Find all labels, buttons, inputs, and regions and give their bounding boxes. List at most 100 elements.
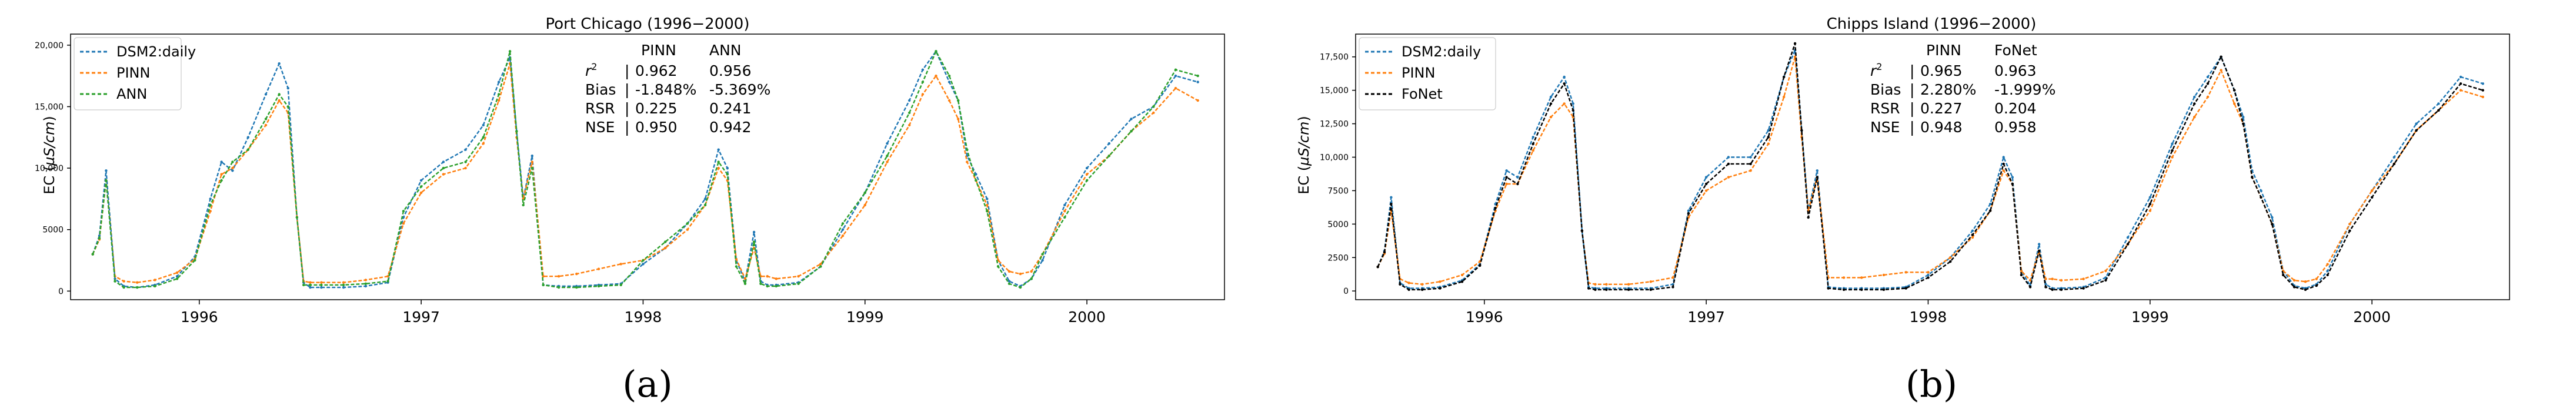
data-point xyxy=(921,81,925,83)
data-point xyxy=(717,148,720,151)
y-tick-label: 15,000 xyxy=(35,102,64,112)
stats-metric-nse: NSE xyxy=(585,119,615,136)
data-point xyxy=(1479,264,1481,267)
data-point xyxy=(2415,122,2418,125)
data-point xyxy=(1390,203,1393,206)
data-point xyxy=(752,230,756,234)
data-point xyxy=(1407,288,1410,291)
data-point xyxy=(1030,277,1033,280)
data-point xyxy=(2002,169,2005,172)
stats-header-model-2: FoNet xyxy=(1994,42,2037,59)
data-point xyxy=(419,185,423,188)
data-point xyxy=(1196,81,1199,83)
data-point xyxy=(1793,42,1797,45)
stats-separator: | xyxy=(625,62,629,79)
data-point xyxy=(1807,216,1810,219)
data-point xyxy=(1571,109,1574,112)
stats-value-rsr-model-2: 0.204 xyxy=(1994,100,2037,117)
data-point xyxy=(1152,111,1155,115)
data-point xyxy=(1505,176,1508,179)
data-point xyxy=(482,136,485,139)
data-point xyxy=(1949,256,1952,259)
data-point xyxy=(1085,179,1089,182)
data-point xyxy=(136,281,139,284)
data-point xyxy=(597,284,600,288)
data-point xyxy=(863,191,867,195)
data-point xyxy=(619,283,622,287)
y-tick-label: 12,500 xyxy=(1320,120,1349,129)
data-point xyxy=(2148,203,2151,206)
stats-value-r2-model-1: 0.965 xyxy=(1920,62,1963,79)
figure-caption-b: (b) xyxy=(1906,363,1957,405)
data-point xyxy=(1439,280,1442,283)
data-point xyxy=(957,99,960,102)
data-point xyxy=(2082,287,2085,290)
data-point xyxy=(664,246,667,250)
data-point xyxy=(2326,263,2329,266)
data-point xyxy=(1152,105,1155,108)
data-point xyxy=(442,173,445,176)
data-point xyxy=(2171,142,2174,145)
data-point xyxy=(2459,82,2462,85)
data-point xyxy=(295,216,299,219)
data-point xyxy=(530,166,533,170)
stats-value-nse-model-2: 0.958 xyxy=(1994,119,2037,136)
data-point xyxy=(419,191,423,195)
data-point xyxy=(2044,277,2047,280)
data-point xyxy=(320,283,323,287)
stats-header-model-1: PINN xyxy=(641,42,676,59)
stats-metric-bias: Bias xyxy=(1870,81,1901,98)
data-point xyxy=(1605,288,1608,291)
data-point xyxy=(1399,283,1402,286)
data-point xyxy=(886,142,889,145)
stats-metric-nse: NSE xyxy=(1870,119,1900,136)
y-tick-label: 2500 xyxy=(1327,253,1349,263)
data-point xyxy=(797,282,800,285)
data-point xyxy=(231,169,234,172)
data-point xyxy=(1767,129,1770,132)
data-point xyxy=(1019,272,1022,276)
x-tick-label: 1999 xyxy=(2131,309,2169,326)
data-point xyxy=(2060,288,2063,291)
data-point xyxy=(278,93,281,96)
legend: DSM2:daily PINN ANN xyxy=(74,37,196,110)
data-point xyxy=(766,284,769,288)
data-point xyxy=(286,86,289,90)
data-point xyxy=(1007,270,1011,273)
data-point xyxy=(1904,287,1907,290)
data-point xyxy=(1988,203,1992,206)
data-point xyxy=(2326,269,2329,273)
data-point xyxy=(975,179,977,182)
data-point xyxy=(2348,229,2351,232)
data-point xyxy=(2206,75,2210,79)
data-point xyxy=(1587,287,1590,290)
data-point xyxy=(220,179,223,182)
stats-metric-bias: Bias xyxy=(585,81,616,98)
data-point xyxy=(482,123,485,127)
data-point xyxy=(2104,269,2107,273)
data-point xyxy=(1927,271,1930,274)
data-point xyxy=(2293,279,2296,282)
data-point xyxy=(966,148,969,151)
data-point xyxy=(642,263,645,266)
data-point xyxy=(819,265,822,268)
legend-label-pinn: PINN xyxy=(116,65,150,81)
y-tick-label: 5000 xyxy=(42,226,64,235)
data-point xyxy=(1571,102,1574,105)
data-point xyxy=(175,275,179,278)
data-point xyxy=(1107,142,1111,145)
data-point xyxy=(309,286,312,289)
data-point xyxy=(766,275,769,278)
data-point xyxy=(209,197,212,200)
series-line-pinn xyxy=(92,63,1199,283)
data-point xyxy=(717,166,720,170)
data-point xyxy=(2271,216,2274,219)
series-ann xyxy=(91,50,1199,289)
data-point xyxy=(193,259,196,262)
stats-value-rsr-model-2: 0.241 xyxy=(709,100,752,117)
data-point xyxy=(1549,95,1553,99)
data-point xyxy=(921,68,925,71)
data-point xyxy=(841,228,845,231)
data-point xyxy=(1196,74,1199,78)
data-point xyxy=(1816,176,1818,179)
